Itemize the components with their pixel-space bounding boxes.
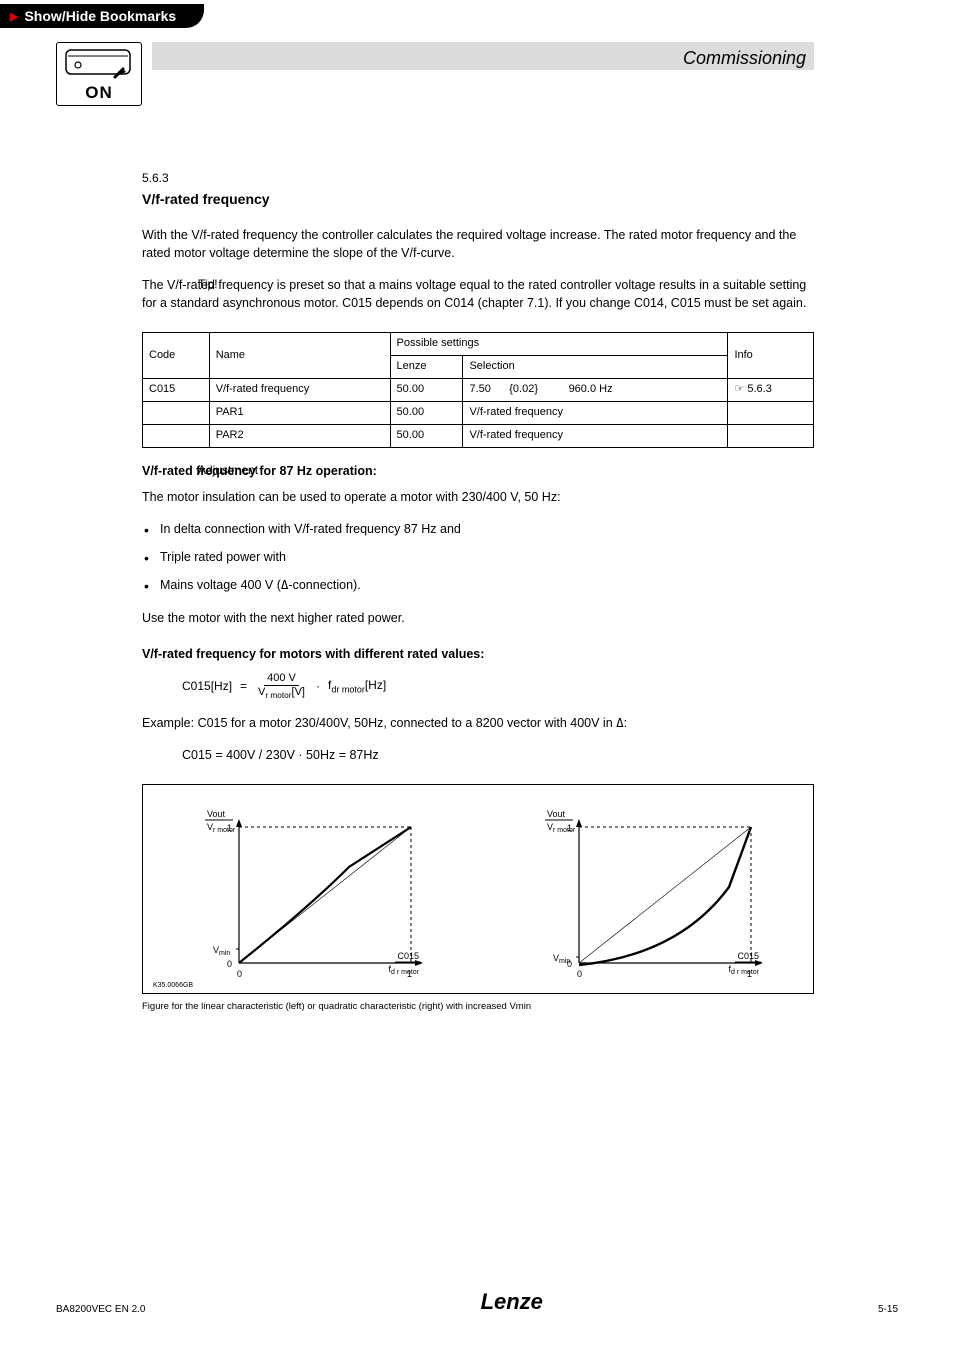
- formula-numerator: 400 V: [264, 673, 299, 686]
- th-lenze: Lenze: [390, 356, 463, 379]
- vf87-tail: Use the motor with the next higher rated…: [142, 609, 814, 627]
- adjustment-label: Adjustment: [198, 462, 278, 479]
- footer-page-num: 5-15: [878, 1304, 898, 1315]
- cell-info: ☞ 5.6.3: [728, 379, 814, 402]
- figure-note: Figure for the linear characteristic (le…: [142, 1000, 814, 1014]
- table-row: PAR1 50.00 V/f-rated frequency: [143, 402, 814, 425]
- header-label: Commissioning: [683, 48, 806, 69]
- svg-text:0: 0: [577, 969, 582, 979]
- cell-lenze: 50.00: [390, 379, 463, 402]
- cell-selection: 7.50 {0.02} 960.0 Hz: [463, 379, 728, 402]
- svg-text:1: 1: [227, 823, 232, 833]
- svg-text:C015: C015: [737, 951, 759, 961]
- fig-left: Vout Vr motor 1: [153, 795, 463, 987]
- formula-fraction: 400 V Vr motor[V]: [255, 673, 308, 700]
- list-item: Mains voltage 400 V (Δ-connection).: [142, 576, 814, 594]
- sel-min: 7.50: [469, 383, 490, 395]
- svg-text:Vout: Vout: [207, 809, 226, 819]
- vf-diff-title: V/f-rated frequency for motors with diff…: [142, 645, 814, 663]
- svg-text:Vout: Vout: [547, 809, 566, 819]
- formula-denominator: Vr motor[V]: [255, 686, 308, 700]
- cell-par-lenze: 50.00: [390, 424, 463, 447]
- formula: C015[Hz] = 400 V Vr motor[V] · fdr motor…: [182, 673, 814, 700]
- example-text: Example: C015 for a motor 230/400V, 50Hz…: [142, 714, 814, 732]
- cell-name: V/f-rated frequency: [209, 379, 390, 402]
- svg-text:fd r motor: fd r motor: [388, 964, 419, 976]
- cell-code: C015: [143, 379, 210, 402]
- on-label: ON: [63, 83, 135, 103]
- triangle-right-icon: ▶: [10, 10, 18, 23]
- tip-margin-label: Tip!: [198, 276, 278, 293]
- footer-doc-id: BA8200VEC EN 2.0: [56, 1304, 146, 1315]
- cell-par: PAR1: [209, 402, 390, 425]
- table-row: C015 V/f-rated frequency 50.00 7.50 {0.0…: [143, 379, 814, 402]
- th-code: Code: [143, 333, 210, 379]
- th-info: Info: [728, 333, 814, 379]
- formula-lhs: C015[Hz]: [182, 678, 232, 695]
- vf87-intro: The motor insulation can be used to oper…: [142, 488, 814, 506]
- cell-par-label: V/f-rated frequency: [463, 402, 728, 425]
- svg-text:fd r motor: fd r motor: [728, 964, 759, 976]
- bookmarks-tab[interactable]: ▶ Show/Hide Bookmarks: [0, 4, 204, 28]
- cell-par-lenze: 50.00: [390, 402, 463, 425]
- vf87-list: In delta connection with V/f-rated frequ…: [142, 520, 814, 594]
- param-table: Code Name Possible settings Info Lenze S…: [142, 332, 814, 448]
- fig-right: Vout Vr motor 1 Vmin: [493, 795, 803, 987]
- brand-logo: Lenze: [481, 1289, 543, 1315]
- controller-icon: [65, 47, 133, 81]
- th-name: Name: [209, 333, 390, 379]
- cell-par: PAR2: [209, 424, 390, 447]
- intro-paragraph: With the V/f-rated frequency the control…: [142, 226, 814, 262]
- formula-rhs: fdr motor[Hz]: [328, 677, 386, 696]
- figure-code: K35.0066GB: [153, 981, 193, 991]
- svg-text:0: 0: [237, 969, 242, 979]
- info-chapter: 5.6.3: [747, 383, 771, 395]
- sel-unit: {0.02}: [509, 383, 538, 395]
- page-content: 5.6.3 V/f-rated frequency With the V/f-r…: [142, 170, 814, 1014]
- section-number: 5.6.3: [142, 170, 814, 187]
- bookmarks-label: Show/Hide Bookmarks: [24, 8, 176, 24]
- cell-par-label: V/f-rated frequency: [463, 424, 728, 447]
- svg-text:Vmin: Vmin: [213, 945, 230, 957]
- list-item: Triple rated power with: [142, 548, 814, 566]
- svg-text:1: 1: [567, 823, 572, 833]
- th-selection: Selection: [463, 356, 728, 379]
- page-footer: BA8200VEC EN 2.0 Lenze 5-15: [56, 1289, 898, 1315]
- th-range: Possible settings: [390, 333, 728, 356]
- table-header-row: Code Name Possible settings Info: [143, 333, 814, 356]
- vf-figure: Vout Vr motor 1: [142, 784, 814, 994]
- svg-text:0: 0: [567, 959, 572, 969]
- table-row: PAR2 50.00 V/f-rated frequency: [143, 424, 814, 447]
- sel-max: 960.0 Hz: [569, 383, 613, 395]
- on-badge: ON: [56, 42, 142, 106]
- example-calc: C015 = 400V / 230V · 50Hz = 87Hz: [182, 746, 814, 764]
- svg-text:0: 0: [227, 959, 232, 969]
- section-title: V/f-rated frequency: [142, 189, 814, 209]
- list-item: In delta connection with V/f-rated frequ…: [142, 520, 814, 538]
- svg-text:C015: C015: [397, 951, 419, 961]
